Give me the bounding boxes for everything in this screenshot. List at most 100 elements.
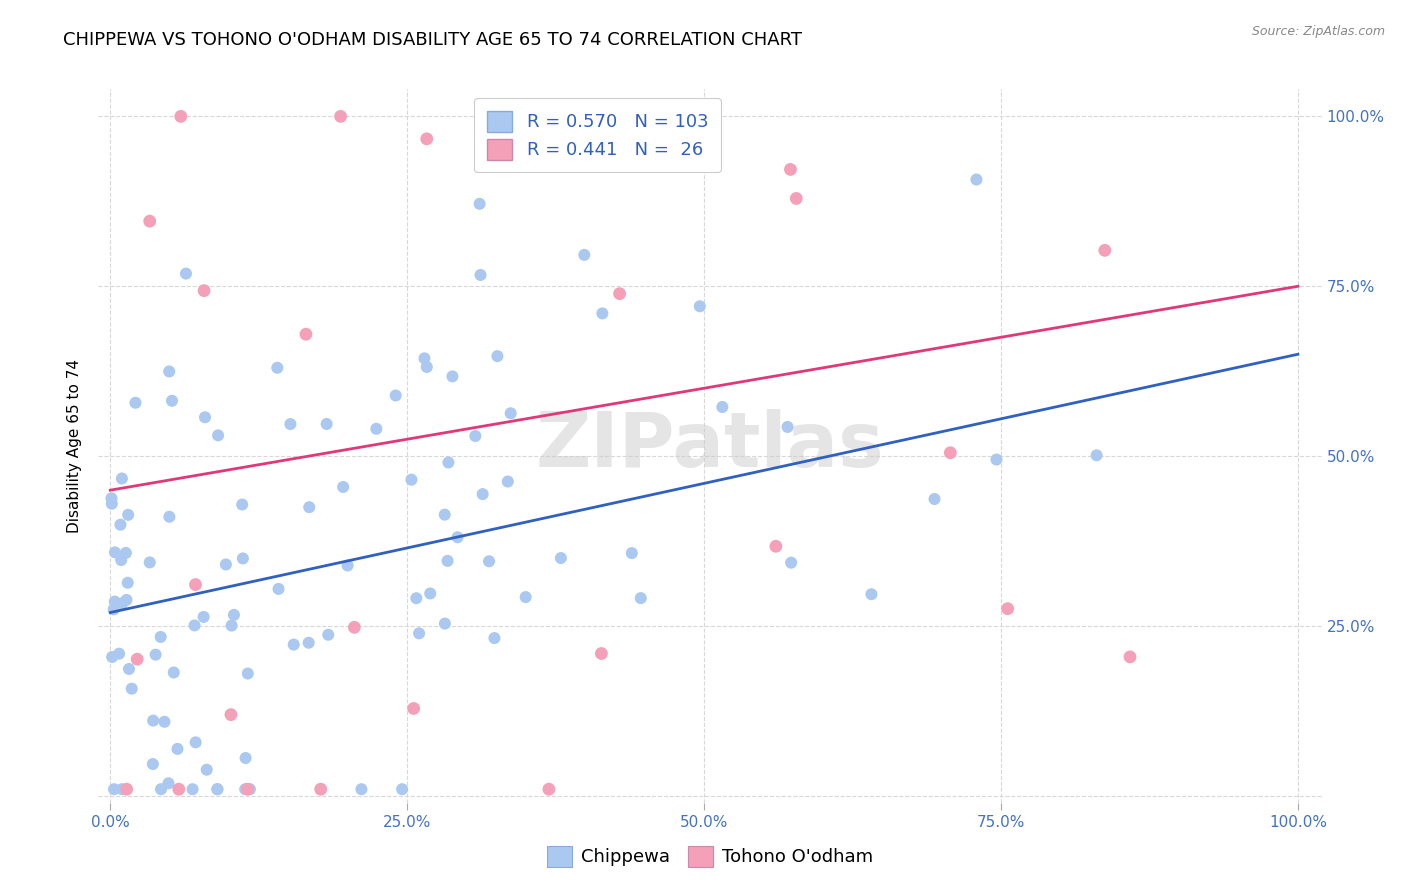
Point bbox=[101, 497, 124, 511]
Point bbox=[101, 650, 124, 665]
Point bbox=[157, 364, 180, 378]
Point bbox=[391, 782, 413, 797]
Point bbox=[115, 593, 138, 607]
Point bbox=[441, 369, 464, 384]
Point bbox=[343, 620, 366, 634]
Point bbox=[785, 191, 807, 205]
Point bbox=[779, 162, 801, 177]
Point bbox=[166, 742, 188, 756]
Point bbox=[283, 638, 305, 652]
Text: CHIPPEWA VS TOHONO O'ODHAM DISABILITY AGE 65 TO 74 CORRELATION CHART: CHIPPEWA VS TOHONO O'ODHAM DISABILITY AG… bbox=[63, 31, 803, 49]
Point bbox=[478, 554, 501, 568]
Point bbox=[591, 647, 613, 661]
Point bbox=[163, 665, 186, 680]
Point bbox=[408, 626, 430, 640]
Point bbox=[233, 782, 256, 797]
Point bbox=[236, 782, 259, 797]
Point bbox=[332, 480, 354, 494]
Point bbox=[924, 491, 946, 506]
Point bbox=[446, 530, 468, 544]
Point bbox=[309, 782, 332, 797]
Point bbox=[222, 607, 245, 622]
Point bbox=[104, 545, 127, 559]
Point bbox=[402, 701, 425, 715]
Text: Source: ZipAtlas.com: Source: ZipAtlas.com bbox=[1251, 25, 1385, 38]
Point bbox=[111, 471, 134, 485]
Point bbox=[127, 652, 149, 666]
Point bbox=[316, 628, 339, 642]
Point bbox=[110, 553, 132, 567]
Point bbox=[486, 349, 509, 363]
Point bbox=[630, 591, 652, 606]
Point bbox=[986, 452, 1008, 467]
Point bbox=[103, 602, 125, 616]
Point bbox=[280, 417, 302, 431]
Point bbox=[157, 509, 180, 524]
Point bbox=[537, 782, 560, 797]
Point bbox=[496, 475, 519, 489]
Point bbox=[416, 132, 439, 146]
Point bbox=[118, 662, 141, 676]
Point bbox=[776, 420, 799, 434]
Point bbox=[153, 714, 176, 729]
Point bbox=[471, 487, 494, 501]
Point bbox=[647, 109, 669, 123]
Y-axis label: Disability Age 65 to 74: Disability Age 65 to 74 bbox=[67, 359, 83, 533]
Point bbox=[207, 428, 229, 442]
Point bbox=[419, 586, 441, 600]
Point bbox=[183, 618, 205, 632]
Point bbox=[298, 636, 321, 650]
Point bbox=[405, 591, 427, 606]
Point bbox=[366, 422, 388, 436]
Point bbox=[315, 417, 337, 431]
Point bbox=[194, 410, 217, 425]
Point bbox=[437, 456, 460, 470]
Point bbox=[221, 618, 243, 632]
Point bbox=[184, 735, 207, 749]
Point bbox=[492, 120, 515, 134]
Point bbox=[236, 666, 259, 681]
Point bbox=[350, 782, 373, 797]
Point bbox=[231, 498, 253, 512]
Point bbox=[138, 214, 160, 228]
Point bbox=[193, 284, 215, 298]
Point bbox=[104, 594, 127, 608]
Point bbox=[468, 197, 491, 211]
Point bbox=[266, 360, 288, 375]
Point bbox=[193, 610, 215, 624]
Point bbox=[195, 763, 218, 777]
Point bbox=[117, 508, 139, 522]
Point bbox=[436, 554, 458, 568]
Point bbox=[401, 473, 423, 487]
Point bbox=[1119, 649, 1142, 664]
Point bbox=[117, 575, 139, 590]
Point bbox=[609, 286, 631, 301]
Point bbox=[515, 590, 537, 604]
Point bbox=[207, 782, 229, 797]
Point bbox=[149, 630, 172, 644]
Point bbox=[207, 782, 229, 797]
Point bbox=[295, 327, 318, 342]
Point bbox=[111, 596, 134, 610]
Point bbox=[110, 517, 132, 532]
Point bbox=[860, 587, 883, 601]
Point bbox=[103, 782, 125, 797]
Point bbox=[174, 267, 197, 281]
Point bbox=[124, 396, 146, 410]
Point bbox=[138, 555, 160, 569]
Point bbox=[142, 714, 165, 728]
Point bbox=[433, 616, 456, 631]
Point bbox=[219, 707, 242, 722]
Point bbox=[689, 299, 711, 313]
Point bbox=[298, 500, 321, 515]
Point bbox=[267, 582, 290, 596]
Point bbox=[336, 558, 359, 573]
Point bbox=[470, 268, 492, 282]
Point bbox=[620, 546, 643, 560]
Point bbox=[1085, 448, 1108, 462]
Point bbox=[780, 556, 803, 570]
Point bbox=[184, 577, 207, 591]
Point bbox=[550, 551, 572, 566]
Point bbox=[111, 782, 134, 797]
Point bbox=[1094, 244, 1116, 258]
